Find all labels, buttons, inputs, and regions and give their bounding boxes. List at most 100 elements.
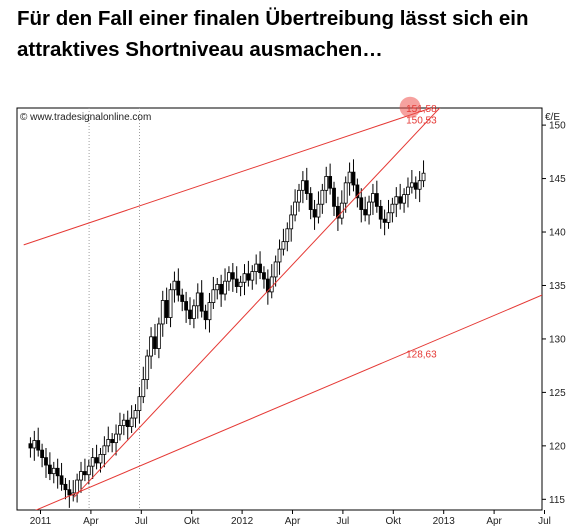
- candle-86: [363, 196, 368, 222]
- candles: [28, 159, 426, 508]
- y-tick-label-150: 150: [549, 121, 566, 132]
- candle-79: [336, 196, 340, 231]
- y-tick-label-130: 130: [549, 334, 566, 345]
- x-tick-label-7: Okt: [386, 516, 402, 527]
- candle-64: [277, 239, 282, 275]
- candle-95: [398, 183, 403, 210]
- candle-67: [289, 205, 294, 242]
- markers: [399, 96, 421, 118]
- candle-34: [160, 290, 165, 337]
- candle-35: [164, 287, 169, 324]
- candle-25: [125, 410, 130, 440]
- candle-85: [359, 188, 364, 223]
- candle-83: [351, 159, 356, 192]
- candle-61: [265, 269, 270, 305]
- candle-53: [234, 266, 239, 293]
- candle-80: [339, 190, 344, 225]
- candle-55: [242, 264, 247, 296]
- candle-65: [281, 228, 286, 256]
- candle-39: [180, 288, 185, 312]
- candle-31: [149, 327, 153, 369]
- candle-91: [382, 209, 387, 236]
- x-tick-label-10: Jul: [538, 516, 551, 527]
- y-tick-label-145: 145: [549, 174, 566, 185]
- candle-94: [394, 187, 399, 218]
- candle-92: [386, 199, 391, 229]
- chart-headline: Für den Fall einer finalen Übertreibung …: [17, 7, 529, 61]
- candle-15: [86, 459, 91, 485]
- x-tick-label-1: Apr: [83, 516, 99, 527]
- x-tick-label-6: Jul: [337, 516, 350, 527]
- annotation-label-3: 128,63: [406, 350, 437, 361]
- candle-33: [156, 317, 161, 359]
- x-tick-label-5: Apr: [285, 516, 301, 527]
- candle-0: [28, 437, 33, 458]
- candle-50: [223, 268, 227, 301]
- annotation-label-1: 151,58: [406, 104, 437, 115]
- candle-40: [184, 291, 189, 323]
- candle-77: [328, 163, 333, 195]
- y-tick-label-120: 120: [549, 441, 566, 452]
- candle-13: [79, 461, 83, 493]
- candle-56: [246, 260, 251, 287]
- y-axis: 115 120 125 130 135 140 145 150: [542, 121, 566, 506]
- candle-26: [129, 405, 134, 434]
- y-tick-label-125: 125: [549, 388, 566, 399]
- candle-96: [402, 188, 406, 213]
- candle-66: [285, 222, 290, 252]
- x-tick-label-0: 2011: [30, 516, 52, 527]
- x-tick-label-8: 2013: [433, 516, 456, 527]
- candle-58: [254, 254, 259, 285]
- candle-32: [153, 323, 157, 355]
- candle-9: [63, 477, 68, 500]
- candle-62: [269, 264, 274, 299]
- candle-6: [51, 461, 56, 484]
- candle-41: [188, 297, 192, 326]
- trendline-2: [35, 294, 542, 510]
- trendline-3: [73, 108, 441, 498]
- watermark: © www.tradesignalonline.com: [20, 112, 151, 123]
- x-tick-label-3: Okt: [184, 516, 200, 527]
- y-tick-label-135: 135: [549, 281, 566, 292]
- candle-7: [55, 458, 60, 489]
- candle-81: [343, 176, 348, 213]
- candle-93: [390, 197, 395, 223]
- y-axis-unit: €/E: [545, 112, 560, 123]
- candle-82: [347, 162, 352, 196]
- x-axis: 2011 Apr Jul Okt 2012 Apr Jul Okt 2013 Apr Jul: [30, 510, 551, 527]
- candle-23: [118, 412, 122, 441]
- x-tick-label-2: Jul: [135, 516, 148, 527]
- candle-99: [413, 176, 418, 199]
- annotation-label-2: 150,53: [406, 115, 437, 126]
- candle-49: [219, 274, 224, 307]
- trendlines: [23, 108, 542, 510]
- candle-16: [90, 447, 95, 479]
- candle-46: [207, 292, 212, 333]
- candle-19: [102, 436, 107, 468]
- candle-78: [332, 181, 336, 216]
- candle-84: [355, 178, 360, 208]
- candle-14: [83, 458, 87, 482]
- candle-27: [133, 404, 138, 428]
- candle-87: [367, 195, 371, 225]
- target-marker: [399, 96, 421, 118]
- candle-30: [145, 349, 150, 390]
- candle-24: [121, 413, 126, 436]
- candle-2: [36, 427, 41, 457]
- candle-89: [374, 180, 379, 213]
- candle-71: [304, 167, 309, 200]
- candle-11: [71, 480, 76, 502]
- candle-74: [316, 191, 321, 224]
- candle-29: [141, 366, 146, 404]
- candle-28: [137, 387, 142, 424]
- candle-12: [75, 473, 80, 503]
- candle-101: [421, 160, 426, 188]
- candle-8: [59, 462, 64, 491]
- candle-10: [67, 480, 72, 508]
- x-tick-label-4: 2012: [231, 516, 254, 527]
- candle-21: [110, 433, 115, 453]
- candle-22: [114, 424, 118, 456]
- candle-98: [409, 170, 414, 194]
